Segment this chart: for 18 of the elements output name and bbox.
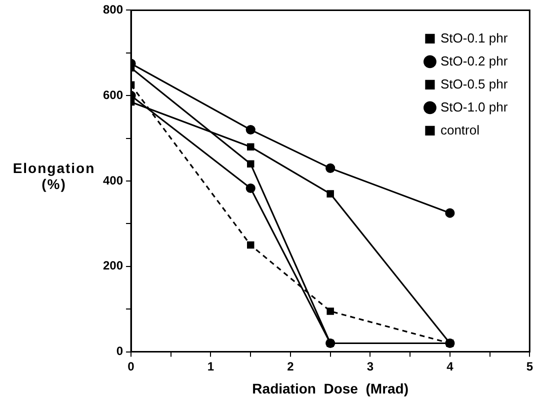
x-tick-label: 2 <box>287 359 294 374</box>
x-tick-label: 5 <box>526 359 534 374</box>
y-tick-label: 800 <box>102 2 124 17</box>
legend-label: StO-0.2 phr <box>440 53 508 68</box>
x-tick-label: 0 <box>128 359 135 374</box>
legend-label: control <box>440 122 480 138</box>
x-axis-title: Radiation Dose (Mrad) <box>252 380 409 396</box>
legend-label: StO-1.0 phr <box>440 99 508 114</box>
x-tick-label: 4 <box>446 359 454 374</box>
y-tick-label: 0 <box>116 344 124 358</box>
legend-label: StO-0.1 phr <box>440 30 508 46</box>
legend-label: StO-0.5 phr <box>440 76 508 92</box>
x-tick-label: 3 <box>366 359 374 374</box>
y-tick-label: 400 <box>102 173 124 188</box>
y-axis-title: Elongation (%) <box>12 160 96 192</box>
y-tick-label: 200 <box>102 258 124 273</box>
y-tick-label: 600 <box>102 88 124 102</box>
x-tick-label: 1 <box>207 359 214 374</box>
